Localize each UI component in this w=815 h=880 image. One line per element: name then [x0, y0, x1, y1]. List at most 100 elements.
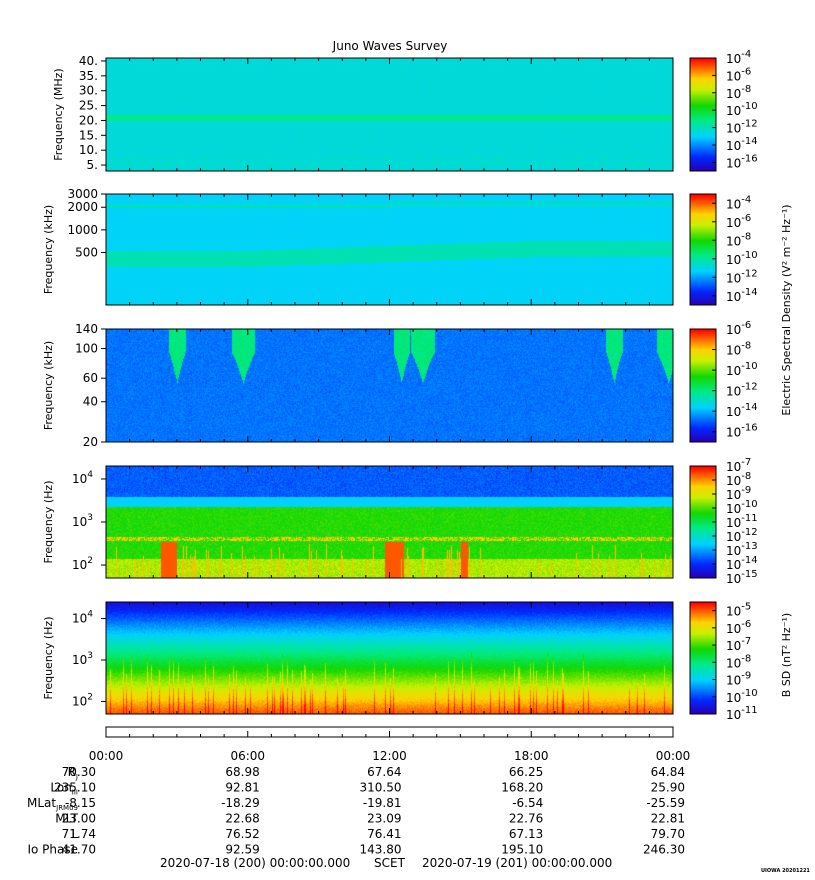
- y-tick-label: 104: [72, 610, 93, 626]
- ephemeris-value: 92.81: [225, 781, 259, 795]
- colorbar-tick-label: 10-15: [726, 569, 758, 586]
- ephemeris-value: 25.90: [651, 781, 685, 795]
- y-tick-label: 1000: [67, 223, 98, 237]
- colorbar: [690, 329, 716, 442]
- ephemeris-value: 23.00: [62, 812, 96, 826]
- ephemeris-value: 310.50: [360, 781, 402, 795]
- colorbar-tick-label: 10-10: [726, 361, 758, 378]
- footer-start: 2020-07-18 (200) 00:00:00.000: [160, 856, 350, 870]
- colorbar: [690, 194, 716, 305]
- colorbar-tick-label: 10-9: [726, 671, 751, 688]
- y-axis-label: Frequency (kHz): [42, 341, 55, 430]
- ephemeris-value: 22.76: [509, 812, 543, 826]
- colorbar-tick-label: 10-12: [726, 119, 758, 136]
- y-tick-label: 20.: [79, 113, 98, 127]
- panel-3: 20 40 60 100 140 Frequency (kHz) 10-6 10-8 10-10…: [42, 320, 758, 449]
- colorbar-tick-label: 10-11: [726, 705, 758, 722]
- colorbar-tick-label: 10-14: [726, 402, 758, 419]
- colorbar-tick-label: 10-5: [726, 602, 751, 619]
- ephemeris-value: 64.84: [651, 765, 685, 779]
- colorbar: [690, 602, 716, 714]
- colorbar-tick-label: 10-16: [726, 423, 758, 440]
- y-tick-label: 60: [83, 371, 98, 385]
- y-axis-label: Frequency (Hz): [42, 617, 55, 700]
- ephemeris-value: 67.64: [367, 765, 401, 779]
- y-tick-label: 25.: [79, 99, 98, 113]
- colorbar: [690, 58, 716, 171]
- y-tick-label: 10.: [79, 143, 98, 157]
- time-label: 00:00: [656, 749, 691, 763]
- colorbar-title-magnetic: B SD (nT² Hz⁻¹): [780, 613, 793, 697]
- ephemeris-label: LonIII: [50, 781, 78, 797]
- ephemeris-value: 79.70: [651, 827, 685, 841]
- colorbar-tick-label: 10-8: [726, 84, 751, 101]
- footer-end: 2020-07-19 (201) 00:00:00.000: [422, 856, 612, 870]
- ephemeris-value: -25.59: [646, 796, 685, 810]
- ephemeris-value: 246.30: [643, 843, 685, 857]
- time-label: 18:00: [514, 749, 549, 763]
- colorbar-tick-label: 10-14: [726, 136, 758, 153]
- ephemeris-value: -19.81: [363, 796, 402, 810]
- ephemeris-value: 22.68: [225, 812, 259, 826]
- spectrogram-image: [106, 58, 673, 171]
- ephemeris-value: 68.98: [225, 765, 259, 779]
- colorbar-tick-label: 10-6: [726, 66, 751, 83]
- colorbar-tick-label: 10-12: [726, 268, 758, 285]
- colorbar-frame: [689, 328, 717, 443]
- colorbar-frame: [689, 193, 717, 306]
- ephemeris-value: 195.10: [501, 843, 543, 857]
- colorbar-tick-label: 10-10: [726, 101, 758, 118]
- y-tick-label: 103: [72, 651, 93, 667]
- time-label: 00:00: [89, 749, 124, 763]
- ephemeris-value: 168.20: [501, 781, 543, 795]
- ephemeris-value: 22.81: [651, 812, 685, 826]
- ephemeris-value: -6.54: [512, 796, 543, 810]
- footer-scet: SCET: [374, 856, 406, 870]
- ephemeris-label: L: [71, 827, 78, 841]
- y-tick-label: 140: [75, 322, 98, 336]
- colorbar-frame: [689, 57, 717, 172]
- y-tick-label: 40.: [79, 54, 98, 68]
- y-tick-label: 100: [75, 342, 98, 356]
- colorbar: [690, 466, 716, 578]
- colorbar-tick-label: 10-8: [726, 231, 751, 248]
- ephemeris-value: 67.13: [509, 827, 543, 841]
- ephemeris-value: 235.10: [54, 781, 96, 795]
- y-axis-label: Frequency (Hz): [42, 481, 55, 564]
- y-tick-label: 500: [75, 245, 98, 259]
- panel-1: 5.10.15.20.25.30.35.40. Frequency (MHz) 10…: [52, 49, 758, 172]
- spectrogram-image: [106, 329, 673, 442]
- colorbar-tick-label: 10-6: [726, 213, 751, 230]
- colorbar-tick-label: 10-14: [726, 287, 758, 304]
- y-tick-label: 15.: [79, 128, 98, 142]
- spectrogram-image: [106, 602, 673, 714]
- colorbar-tick-label: 10-10: [726, 250, 758, 267]
- colorbar-title-electric: Electric Spectral Density (V² m⁻² Hz⁻¹): [780, 204, 793, 415]
- ephemeris-label: Io Phase: [27, 843, 78, 857]
- ephemeris-label: RJ: [68, 765, 78, 781]
- spectrogram-panels: 5.10.15.20.25.30.35.40. Frequency (MHz) 10…: [42, 49, 793, 722]
- y-tick-label: 30.: [79, 84, 98, 98]
- ephemeris-value: 41.70: [62, 843, 96, 857]
- colorbar-tick-label: 10-6: [726, 320, 751, 337]
- ephemeris-label: MLT: [55, 812, 78, 826]
- colorbar-tick-label: 10-8: [726, 341, 751, 358]
- ephemeris-value: -18.29: [221, 796, 260, 810]
- colorbar-tick-label: 10-10: [726, 688, 758, 705]
- y-tick-label: 2000: [67, 200, 98, 214]
- y-tick-label: 102: [72, 693, 93, 709]
- ephemeris-value: 76.41: [367, 827, 401, 841]
- colorbar-tick-label: 10-8: [726, 653, 751, 670]
- spectrogram-image: [106, 194, 673, 305]
- colorbar-tick-label: 10-16: [726, 153, 758, 170]
- colorbar-frame: [689, 601, 717, 715]
- ephemeris-value: -8.15: [65, 796, 96, 810]
- y-axis-label: Frequency (kHz): [42, 205, 55, 294]
- colorbar-tick-label: 10-6: [726, 619, 751, 636]
- y-tick-label: 35.: [79, 69, 98, 83]
- ephemeris-value: 71.74: [62, 827, 96, 841]
